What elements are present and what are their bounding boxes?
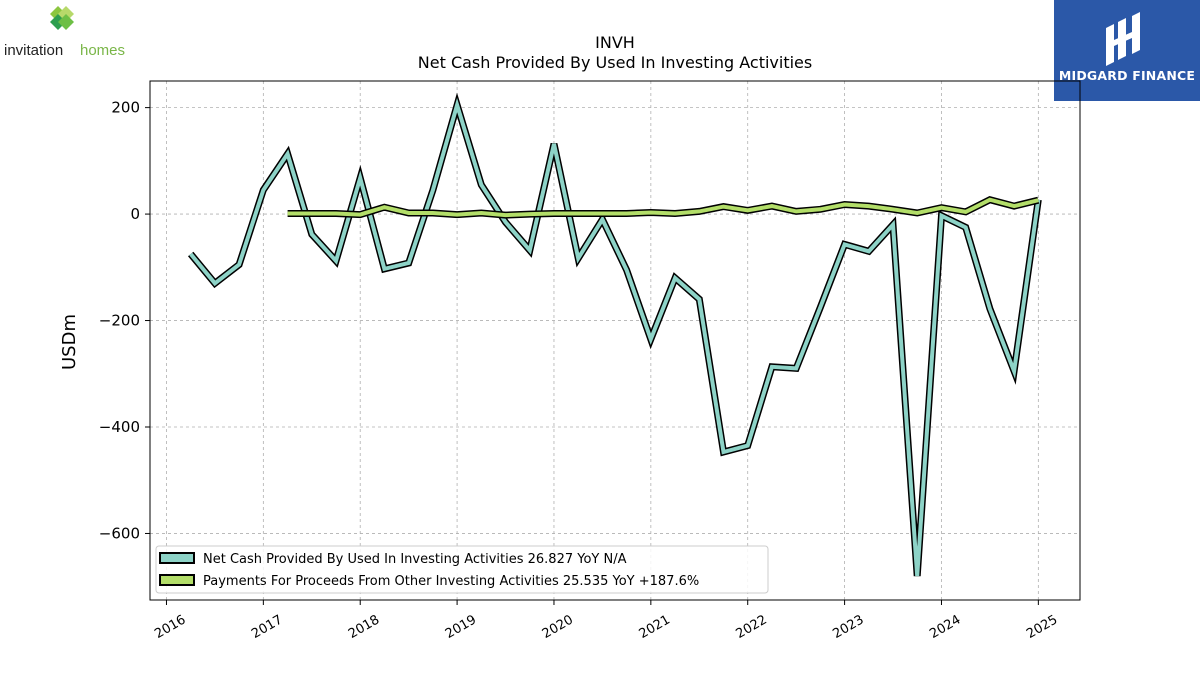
- y-tick-label: −200: [99, 312, 140, 330]
- x-tick-label: 2024: [927, 612, 963, 642]
- logo-wordmark-b: homes: [80, 42, 125, 59]
- plot-frame: [149, 80, 1081, 601]
- y-axis-label: USDm: [59, 314, 80, 370]
- midgard-finance-name: MIDGARD FINANCE: [1058, 68, 1196, 83]
- y-tick-label: −600: [99, 524, 140, 542]
- midgard-mark-icon: [1106, 12, 1140, 66]
- legend-swatch-other-investing: [159, 574, 195, 586]
- x-tick-label: 2017: [249, 612, 285, 642]
- legend-label-other-investing: Payments For Proceeds From Other Investi…: [203, 574, 699, 589]
- legend-label-net-cash: Net Cash Provided By Used In Investing A…: [203, 552, 627, 567]
- legend: Net Cash Provided By Used In Investing A…: [155, 545, 769, 594]
- x-tick-label: 2025: [1024, 612, 1060, 642]
- invitation-homes-logo: invitation homes: [0, 0, 140, 70]
- x-tick-label: 2020: [540, 612, 576, 642]
- series-line-net-cash: [189, 97, 1041, 577]
- x-tick-label: 2023: [830, 612, 866, 642]
- y-tick-label: 0: [130, 205, 140, 223]
- legend-box: [155, 545, 769, 594]
- x-tick-label: 2021: [637, 612, 673, 642]
- chart-title: INVH: [595, 33, 635, 52]
- y-tick-label: 200: [111, 99, 140, 117]
- y-tick-label: −400: [99, 418, 140, 436]
- x-tick-label: 2016: [152, 612, 188, 642]
- legend-swatch-net-cash: [159, 552, 195, 564]
- series-lines: [188, 92, 1042, 577]
- chart-subtitle: Net Cash Provided By Used In Investing A…: [418, 53, 812, 72]
- series-line-other-investing: [287, 197, 1039, 218]
- x-tick-label: 2018: [346, 612, 382, 642]
- x-tick-label: 2022: [734, 612, 770, 642]
- x-tick-label: 2019: [443, 612, 479, 642]
- midgard-finance-logo: MIDGARD FINANCE: [1054, 0, 1200, 101]
- invitation-homes-mark-icon: invitation homes: [4, 6, 125, 59]
- logo-wordmark-a: invitation: [4, 42, 63, 59]
